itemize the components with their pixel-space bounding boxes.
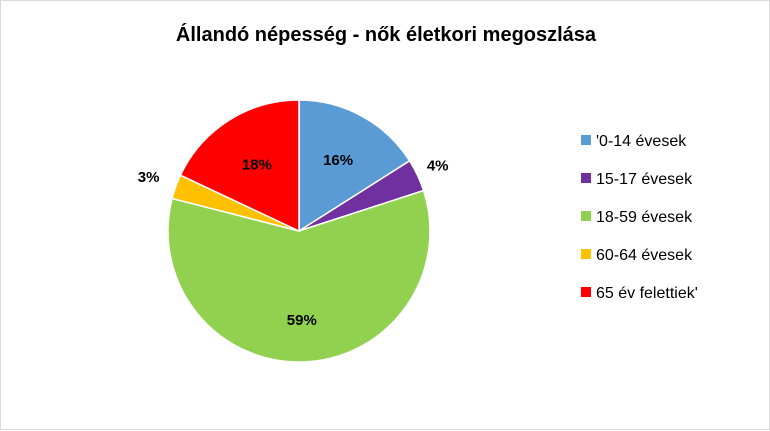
pie-slice-5 [179,99,300,233]
pie-slice-1 [298,99,411,233]
data-label-4: 3% [138,169,160,186]
data-label-5: 18% [242,157,272,174]
legend-swatch-1 [581,135,591,145]
pie-slices [167,99,431,363]
data-label-3: 59% [287,312,317,329]
data-label-2: 4% [427,158,449,175]
legend-swatch-4 [581,249,591,259]
legend-label-5: 65 év felettiek' [596,285,698,302]
legend-swatch-3 [581,211,591,221]
chart-title: Állandó népesség - nők életkori megoszlá… [176,23,597,46]
legend-label-1: '0-14 évesek [596,133,687,150]
legend-label-3: 18-59 évesek [596,209,693,226]
legend-swatch-5 [581,287,591,297]
data-label-1: 16% [323,152,353,169]
legend-label-2: 15-17 évesek [596,171,693,188]
pie-slice-3 [167,189,431,363]
pie-data-labels: 16% 4% 59% 3% 18% [138,152,449,329]
legend: '0-14 évesek 15-17 évesek 18-59 évesek 60-6… [581,133,698,302]
legend-label-4: 60-64 évesek [596,247,693,264]
legend-swatch-2 [581,173,591,183]
